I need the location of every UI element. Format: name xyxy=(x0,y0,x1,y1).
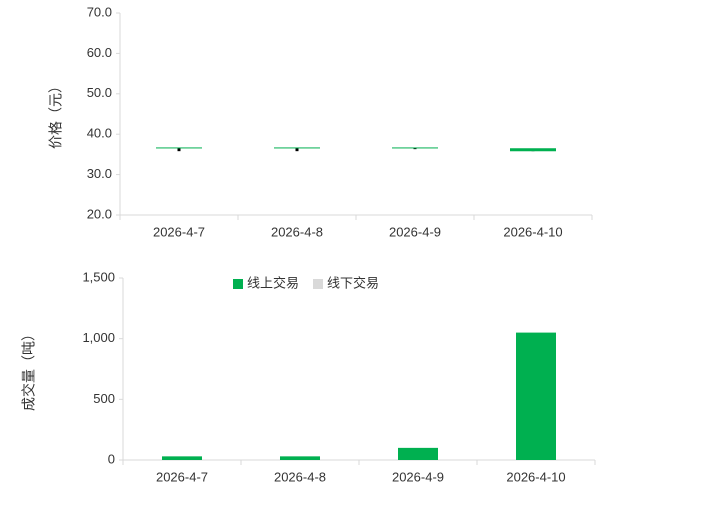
y-tick-label: 70.0 xyxy=(87,4,112,19)
bar xyxy=(280,456,320,460)
x-tick-label: 2026-4-7 xyxy=(153,224,205,239)
x-tick-label: 2026-4-7 xyxy=(156,469,208,484)
bar xyxy=(398,447,438,460)
y-axis-label: 成交量（吨） xyxy=(21,327,37,411)
y-tick-label: 60.0 xyxy=(87,45,112,60)
candle-body xyxy=(510,148,556,152)
y-tick-label: 50.0 xyxy=(87,85,112,100)
y-tick-label: 500 xyxy=(93,391,115,406)
x-tick-label: 2026-4-10 xyxy=(503,224,562,239)
bar xyxy=(162,456,202,460)
y-tick-label: 30.0 xyxy=(87,166,112,181)
x-tick-label: 2026-4-9 xyxy=(389,224,441,239)
y-tick-label: 0 xyxy=(108,451,115,466)
bar xyxy=(516,332,556,460)
y-tick-label: 1,500 xyxy=(82,269,115,284)
legend-swatch xyxy=(313,279,323,289)
y-axis-label: 价格（元） xyxy=(48,79,64,149)
legend-label: 线上交易 xyxy=(247,275,299,290)
y-tick-label: 40.0 xyxy=(87,126,112,141)
x-tick-label: 2026-4-10 xyxy=(506,469,565,484)
x-tick-label: 2026-4-8 xyxy=(271,224,323,239)
candle-body xyxy=(156,147,202,149)
candle-body xyxy=(274,147,320,149)
candle-body xyxy=(392,147,438,149)
y-tick-label: 1,000 xyxy=(82,330,115,345)
y-tick-label: 20.0 xyxy=(87,206,112,221)
legend-label: 线下交易 xyxy=(327,275,379,290)
x-tick-label: 2026-4-9 xyxy=(392,469,444,484)
x-tick-label: 2026-4-8 xyxy=(274,469,326,484)
legend-swatch xyxy=(233,279,243,289)
